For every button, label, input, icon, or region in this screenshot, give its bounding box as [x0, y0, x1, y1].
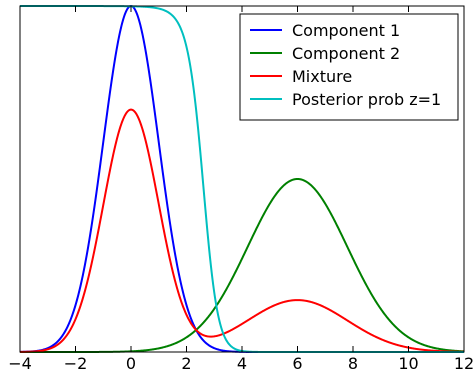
x-tick-label: 10 — [398, 354, 418, 373]
legend-label-4: Posterior prob z=1 — [292, 90, 441, 109]
x-tick-label: 6 — [292, 354, 302, 373]
x-tick-label: 4 — [237, 354, 247, 373]
series-line-3 — [19, 108, 465, 353]
legend: Component 1 Component 2 Mixture Posterior p… — [239, 13, 459, 121]
legend-label-3: Mixture — [292, 67, 352, 86]
legend-box — [239, 13, 459, 121]
x-tick-label: 12 — [454, 354, 474, 373]
x-tick-label: −4 — [8, 354, 32, 373]
x-tick-label: −2 — [64, 354, 88, 373]
x-tick-label: 2 — [181, 354, 191, 373]
legend-label-2: Component 2 — [292, 44, 400, 63]
x-axis-ticks: −4 −2 0 2 4 6 8 10 12 — [8, 6, 474, 373]
x-tick-label: 8 — [348, 354, 358, 373]
x-tick-label: 0 — [126, 354, 136, 373]
legend-label-1: Component 1 — [292, 21, 400, 40]
